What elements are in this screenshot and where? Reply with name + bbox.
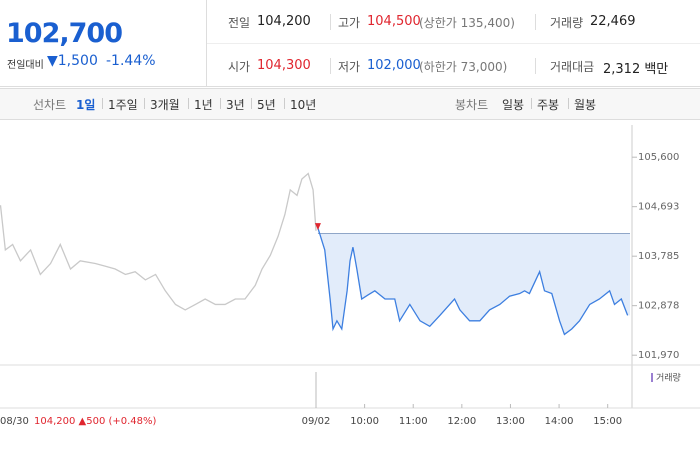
x-tick-label: 15:00	[593, 416, 622, 427]
divider	[188, 98, 189, 109]
period-tab[interactable]: 1일	[76, 98, 96, 112]
volume-label: 거래량	[656, 372, 681, 384]
period-tab[interactable]: 3개월	[150, 98, 180, 112]
price-line	[317, 227, 629, 336]
divider	[284, 98, 285, 109]
tab-bar	[0, 88, 700, 120]
summary-label: 고가	[338, 16, 361, 30]
y-tick-label: 103,785	[638, 251, 679, 262]
summary-value: 104,200	[257, 14, 311, 29]
candle-tab[interactable]: 월봉	[574, 98, 597, 112]
period-tab[interactable]: 1주일	[108, 98, 138, 112]
summary-label: 저가	[338, 60, 361, 74]
x-tick-label: 14:00	[545, 416, 574, 427]
x-tick-label: 13:00	[496, 416, 525, 427]
divider	[206, 0, 207, 86]
divider	[102, 98, 103, 109]
summary-value: 104,300	[257, 58, 311, 73]
change-rate: -1.44%	[106, 53, 156, 69]
period-tab[interactable]: 1년	[194, 98, 213, 112]
divider	[568, 98, 569, 109]
divider	[144, 98, 145, 109]
divider	[330, 58, 331, 74]
period-tab[interactable]: 10년	[290, 98, 317, 112]
legend-swatch	[651, 373, 653, 382]
tab-caption: 선차트	[33, 98, 67, 112]
divider	[531, 98, 532, 109]
price: 102,700	[6, 18, 123, 49]
summary-label: 전일	[228, 16, 251, 30]
area	[317, 228, 630, 335]
summary-label: 거래대금	[550, 60, 595, 74]
summary-value: 102,000	[367, 58, 421, 73]
x-tick-label: 09/02	[302, 416, 331, 427]
header	[0, 0, 700, 87]
price-line	[0, 172, 317, 311]
x-tick-label: 11:00	[399, 416, 428, 427]
summary-label: 거래량	[550, 16, 584, 30]
divider	[535, 58, 536, 74]
divider	[207, 43, 700, 44]
period-tab[interactable]: 3년	[226, 98, 245, 112]
y-tick-label: 102,878	[638, 301, 679, 312]
divider	[535, 14, 536, 30]
candle-tab[interactable]: 일봉	[502, 98, 525, 112]
x-tick-label: 08/30	[0, 416, 29, 427]
x-tick-label: 12:00	[447, 416, 476, 427]
change-caption: 전일대비	[7, 60, 44, 71]
x-tick-label: 10:00	[350, 416, 379, 427]
y-tick-label: 105,600	[638, 152, 679, 163]
divider	[251, 98, 252, 109]
open-marker	[314, 223, 321, 231]
divider	[220, 98, 221, 109]
summary-label: 시가	[228, 60, 251, 74]
period-tab[interactable]: 5년	[257, 98, 276, 112]
divider	[330, 14, 331, 30]
y-tick-label: 101,970	[638, 350, 679, 361]
candle-tab[interactable]: 주봉	[537, 98, 560, 112]
annotation: 104,200 ▲500 (+0.48%)	[34, 416, 157, 427]
tab-caption: 봉차트	[455, 98, 489, 112]
change: ▼1,500	[47, 53, 98, 69]
summary-note: (상한가 135,400)	[419, 16, 515, 30]
y-tick-label: 104,693	[638, 202, 679, 213]
summary-value: 2,312 백만	[603, 62, 669, 77]
summary-note: (하한가 73,000)	[419, 60, 508, 74]
summary-value: 104,500	[367, 14, 421, 29]
summary-value: 22,469	[590, 14, 636, 29]
